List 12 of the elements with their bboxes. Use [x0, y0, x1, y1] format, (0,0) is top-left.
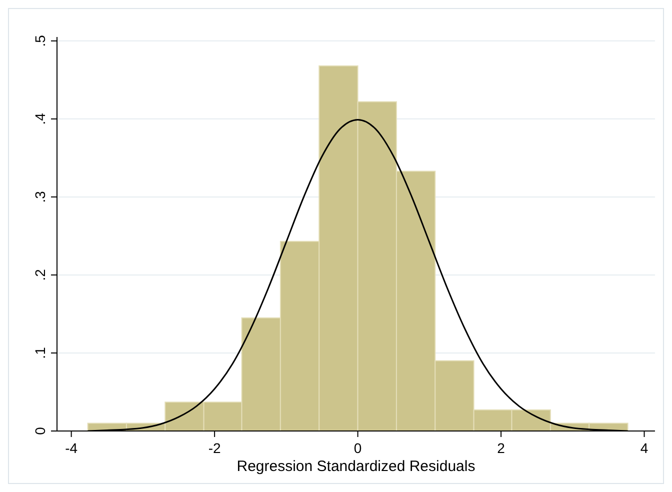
- y-tick-label: .1: [32, 346, 48, 359]
- y-tick-label: .5: [32, 34, 48, 47]
- y-tick-label: .4: [32, 112, 48, 125]
- x-tick-label: 4: [640, 440, 648, 456]
- y-tick-label: 0: [32, 426, 48, 435]
- y-tick-label: .2: [32, 268, 48, 281]
- x-tick-label: 2: [497, 440, 506, 456]
- x-axis-title: Regression Standardized Residuals: [236, 458, 476, 475]
- x-tick-label: 0: [354, 440, 362, 456]
- x-tick-label: -2: [208, 440, 221, 456]
- x-tick-label: -4: [65, 440, 78, 456]
- y-tick-label: .3: [32, 190, 48, 203]
